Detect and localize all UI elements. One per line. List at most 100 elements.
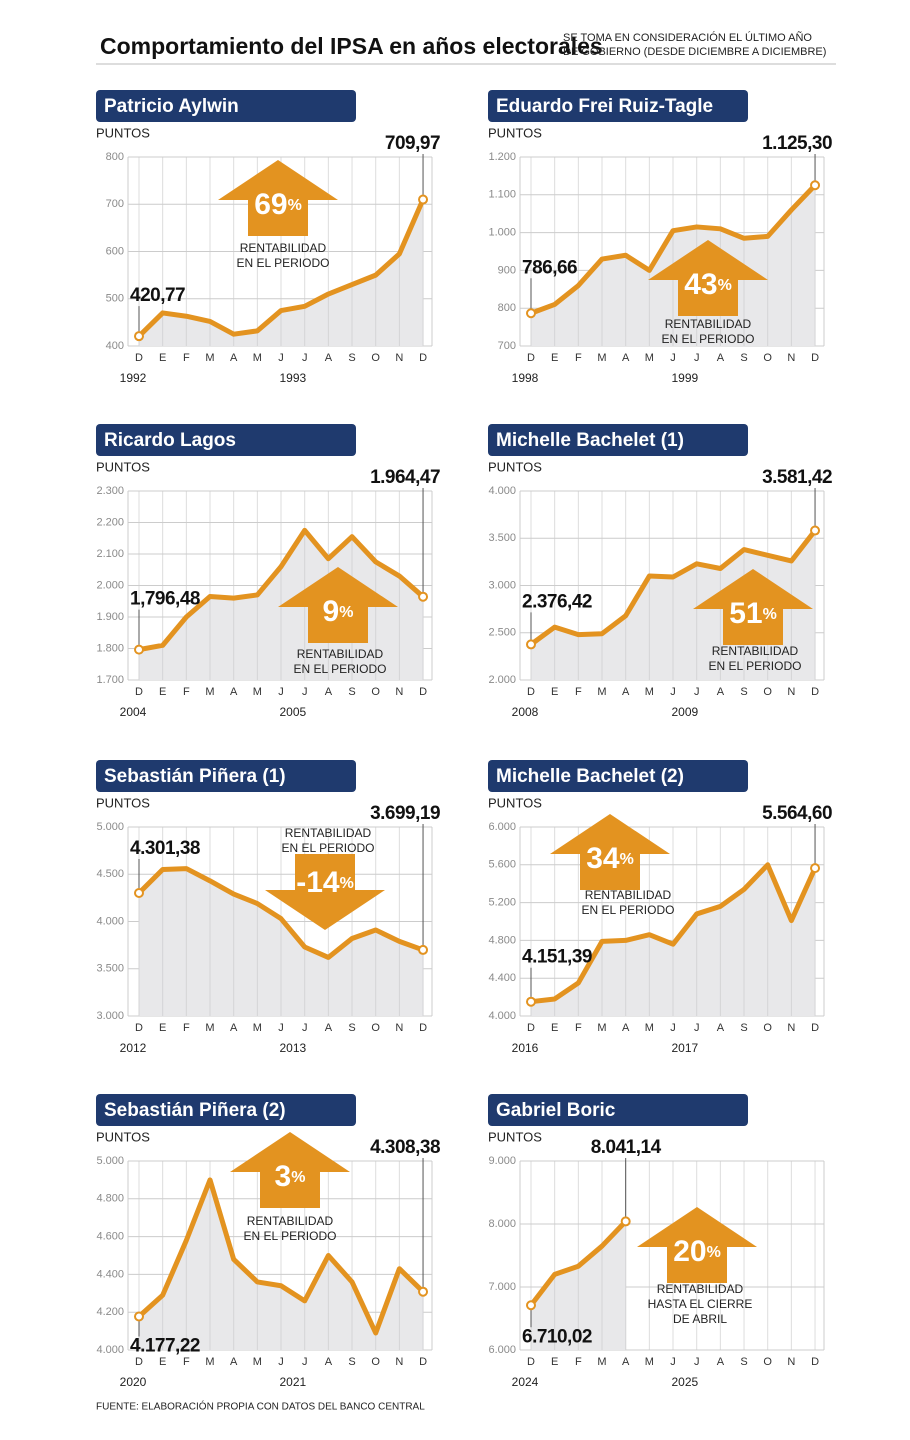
return-value: 3%	[275, 1160, 306, 1193]
return-arrow	[693, 569, 813, 645]
y-tick-label: 800	[498, 302, 516, 314]
x-tick-label: N	[787, 352, 795, 364]
x-tick-label: E	[551, 352, 558, 364]
x-tick-label: J	[694, 1022, 700, 1034]
y-tick-label: 4.000	[488, 485, 516, 497]
return-value: 51%	[729, 597, 777, 630]
y-axis-label: PUNTOS	[96, 795, 150, 810]
value-label: 8.041,14	[591, 1137, 662, 1158]
x-tick-label: O	[763, 686, 772, 698]
y-axis-label: PUNTOS	[96, 1129, 150, 1144]
return-arrow	[637, 1207, 757, 1283]
value-label: 786,66	[522, 257, 577, 278]
x-tick-label: D	[527, 686, 535, 698]
point	[810, 525, 821, 536]
return-number: 69	[254, 188, 287, 221]
chart: Ricardo Lagos PUNTOS 1.700 1.800 1.900 2.000 2…	[96, 424, 441, 719]
x-tick-label: O	[371, 1356, 380, 1368]
year-label: 2021	[280, 1375, 307, 1389]
x-tick-label: N	[395, 352, 403, 364]
x-tick-label: M	[253, 1022, 262, 1034]
x-tick-label: S	[348, 1022, 355, 1034]
x-tick-label: A	[717, 1022, 725, 1034]
y-tick-label: 1.100	[488, 189, 516, 201]
x-tick-label: E	[551, 1356, 558, 1368]
x-tick-label: D	[811, 352, 819, 364]
chart-title: Ricardo Lagos	[104, 430, 236, 451]
y-tick-label: 5.000	[96, 821, 124, 833]
y-tick-label: 2.500	[488, 627, 516, 639]
value-label: 420,77	[130, 285, 185, 306]
y-tick-label: 1.900	[96, 611, 124, 623]
point	[810, 180, 821, 191]
x-tick-label: F	[575, 352, 582, 364]
chart-title: Michelle Bachelet (1)	[496, 430, 684, 451]
line	[136, 527, 426, 653]
point	[418, 944, 429, 955]
x-tick-label: E	[159, 1022, 166, 1034]
x-tick-label: D	[419, 1356, 427, 1368]
x-tick-label: M	[645, 686, 654, 698]
x-tick-label: S	[740, 1022, 747, 1034]
year-label: 2004	[120, 705, 147, 719]
year-label: 1998	[512, 371, 539, 385]
x-tick-label: M	[253, 686, 262, 698]
y-tick-label: 4.800	[96, 1193, 124, 1205]
x-tick-label: E	[159, 686, 166, 698]
x-tick-label: J	[302, 686, 308, 698]
y-tick-label: 700	[498, 340, 516, 352]
return-arrow	[278, 567, 398, 643]
return-unit: %	[707, 1244, 721, 1261]
x-tick-label: E	[551, 1022, 558, 1034]
x-tick-label: J	[278, 352, 284, 364]
x-tick-label: A	[230, 1022, 238, 1034]
year-label: 2012	[120, 1041, 147, 1055]
x-tick-label: E	[551, 686, 558, 698]
x-tick-label: E	[159, 352, 166, 364]
x-tick-label: A	[325, 686, 333, 698]
y-tick-label: 6.000	[488, 1344, 516, 1356]
x-tick-label: J	[694, 686, 700, 698]
x-tick-label: J	[278, 1356, 284, 1368]
return-unit: %	[288, 197, 302, 214]
x-tick-label: M	[205, 352, 214, 364]
point	[134, 1311, 144, 1322]
point	[526, 308, 536, 319]
x-tick-label: S	[348, 686, 355, 698]
x-tick-label: M	[253, 352, 262, 364]
chart: Sebastián Piñera (1) PUNTOS 3.000 3.500 4.00…	[96, 760, 441, 1055]
x-tick-label: A	[717, 352, 725, 364]
return-arrow	[550, 814, 670, 890]
y-tick-label: 4.400	[488, 972, 516, 984]
value-label: 2.376,42	[522, 591, 592, 612]
chart: Eduardo Frei Ruiz-Tagle PUNTOS 700 800 900 1.…	[488, 90, 833, 385]
y-axis-label: PUNTOS	[96, 125, 150, 140]
return-unit: %	[340, 875, 354, 892]
year-label: 1993	[280, 371, 307, 385]
point	[134, 888, 144, 899]
year-label: 2013	[280, 1041, 307, 1055]
x-tick-label: A	[230, 1356, 238, 1368]
y-tick-label: 1.800	[96, 642, 124, 654]
x-tick-label: D	[811, 1356, 819, 1368]
x-tick-label: D	[527, 1022, 535, 1034]
x-tick-label: O	[763, 1022, 772, 1034]
point	[620, 1216, 631, 1227]
x-tick-label: J	[670, 352, 676, 364]
x-tick-label: J	[302, 1022, 308, 1034]
line	[528, 1218, 629, 1308]
year-label: 1999	[672, 371, 699, 385]
x-tick-label: D	[811, 686, 819, 698]
chart: Patricio Aylwin PUNTOS 400 500 600 700 800 D E F M…	[96, 90, 441, 385]
y-tick-label: 4.800	[488, 934, 516, 946]
chart-title: Sebastián Piñera (1)	[104, 766, 286, 787]
value-label: 3.699,19	[370, 803, 440, 824]
point	[810, 863, 821, 874]
x-tick-label: J	[670, 1356, 676, 1368]
x-tick-label: J	[670, 686, 676, 698]
line	[528, 182, 818, 316]
return-arrow	[648, 240, 768, 316]
x-tick-label: F	[183, 686, 190, 698]
y-axis-label: PUNTOS	[488, 459, 542, 474]
